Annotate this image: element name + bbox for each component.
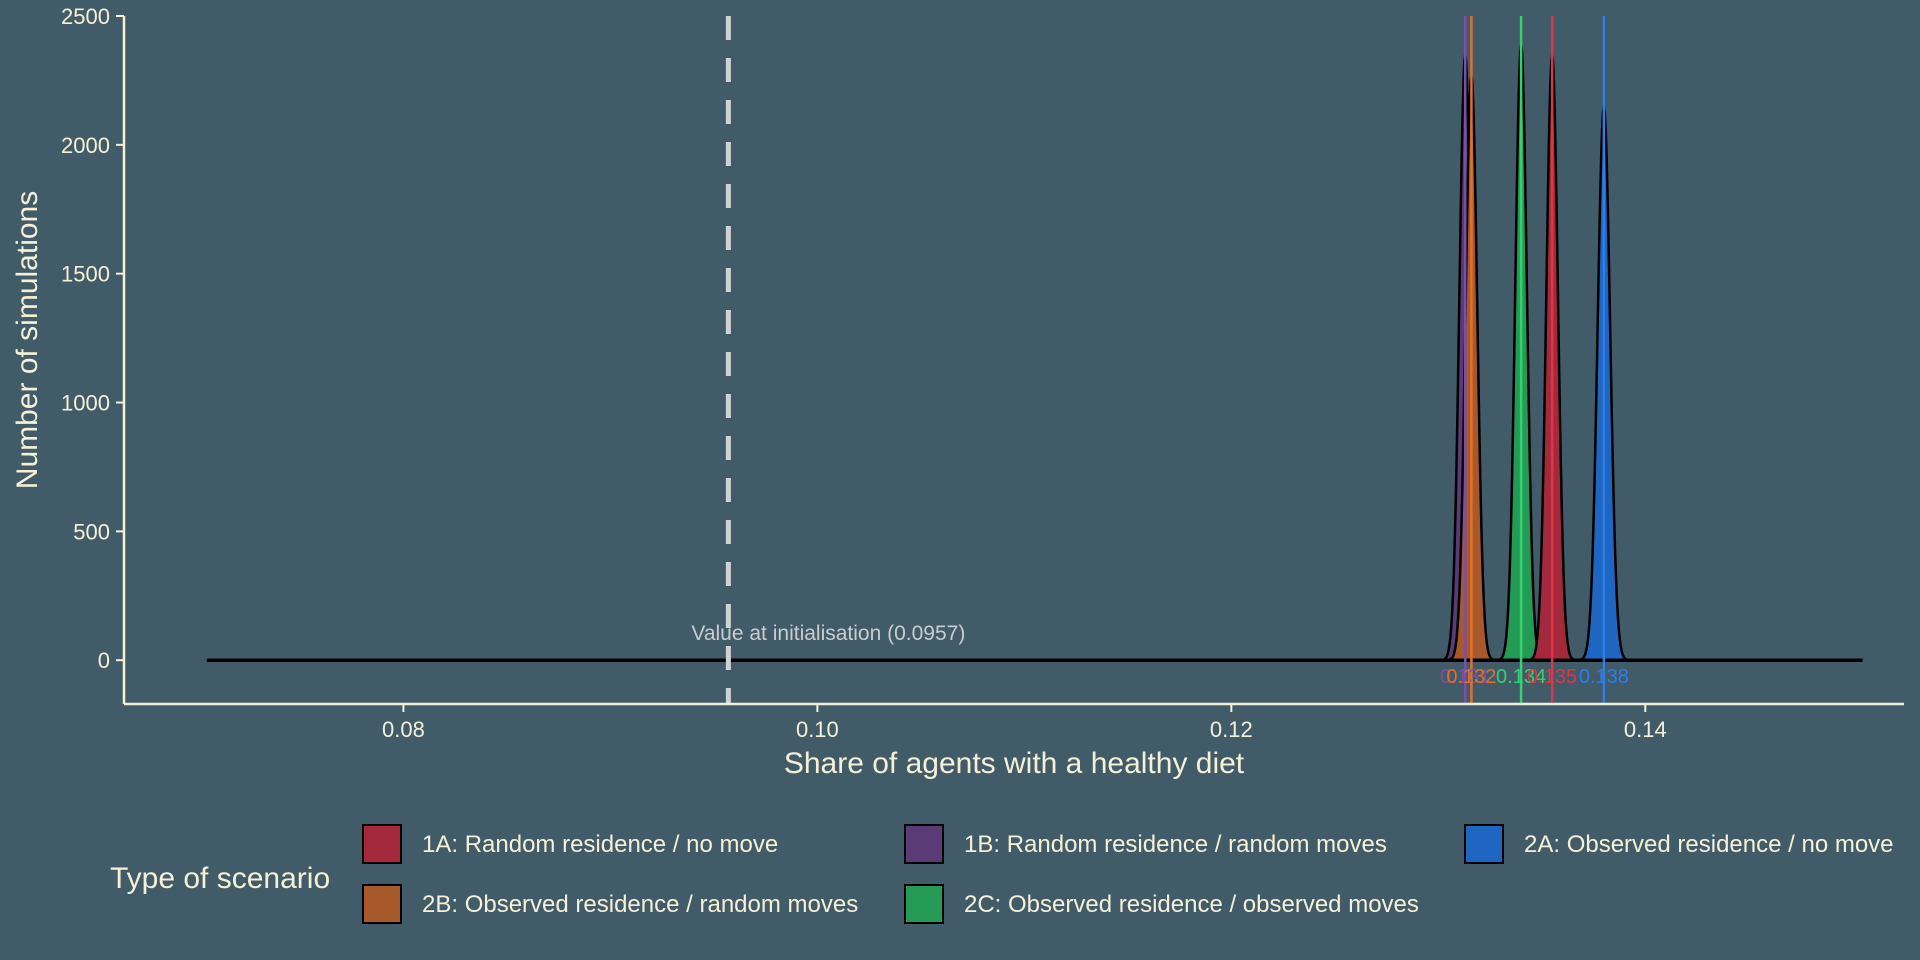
legend-swatch — [362, 824, 402, 864]
mean-lines — [1463, 16, 1606, 704]
x-tick-label: 0.08 — [382, 717, 425, 742]
legend-title: Type of scenario — [110, 862, 331, 895]
y-tick-label: 1500 — [61, 262, 110, 287]
legend-label: 1B: Random residence / random moves — [964, 831, 1387, 858]
mean-value-label: 0.135 — [1527, 666, 1577, 688]
y-tick-label: 1000 — [61, 391, 110, 416]
legend-swatch — [1464, 824, 1504, 864]
x-axis-title: Share of agents with a healthy diet — [784, 747, 1245, 780]
y-axis-ticks: 0 500 1000 1500 2000 2500 — [61, 4, 124, 673]
y-tick-label: 2000 — [61, 133, 110, 158]
legend-label: 2C: Observed residence / observed moves — [964, 891, 1419, 918]
initialisation-annotation: Value at initialisation (0.0957) — [691, 622, 965, 645]
legend-label: 1A: Random residence / no move — [422, 831, 779, 858]
mean-value-label: 0.131 — [1440, 666, 1490, 688]
x-tick-label: 0.12 — [1210, 717, 1253, 742]
x-axis-ticks: 0.08 0.10 0.12 0.14 — [382, 704, 1667, 742]
legend-swatch — [362, 884, 402, 924]
x-tick-label: 0.14 — [1624, 717, 1667, 742]
mean-value-label: 0.138 — [1579, 666, 1629, 688]
mean-value-label: 0.132 — [1446, 666, 1496, 688]
y-tick-label: 500 — [73, 519, 110, 544]
y-axis-title: Number of simulations — [11, 191, 44, 489]
mean-value-label: 0.134 — [1496, 666, 1546, 688]
density-areas — [1430, 44, 1642, 662]
legend-label: 2A: Observed residence / no move — [1524, 831, 1894, 858]
legend-swatch — [904, 884, 944, 924]
legend: Type of scenario 1A: Random residence / … — [110, 822, 1920, 952]
y-tick-label: 2500 — [61, 4, 110, 29]
legend-label: 2B: Observed residence / random moves — [422, 891, 859, 918]
y-tick-label: 0 — [98, 648, 110, 673]
legend-swatch — [904, 824, 944, 864]
x-tick-label: 0.10 — [796, 717, 839, 742]
